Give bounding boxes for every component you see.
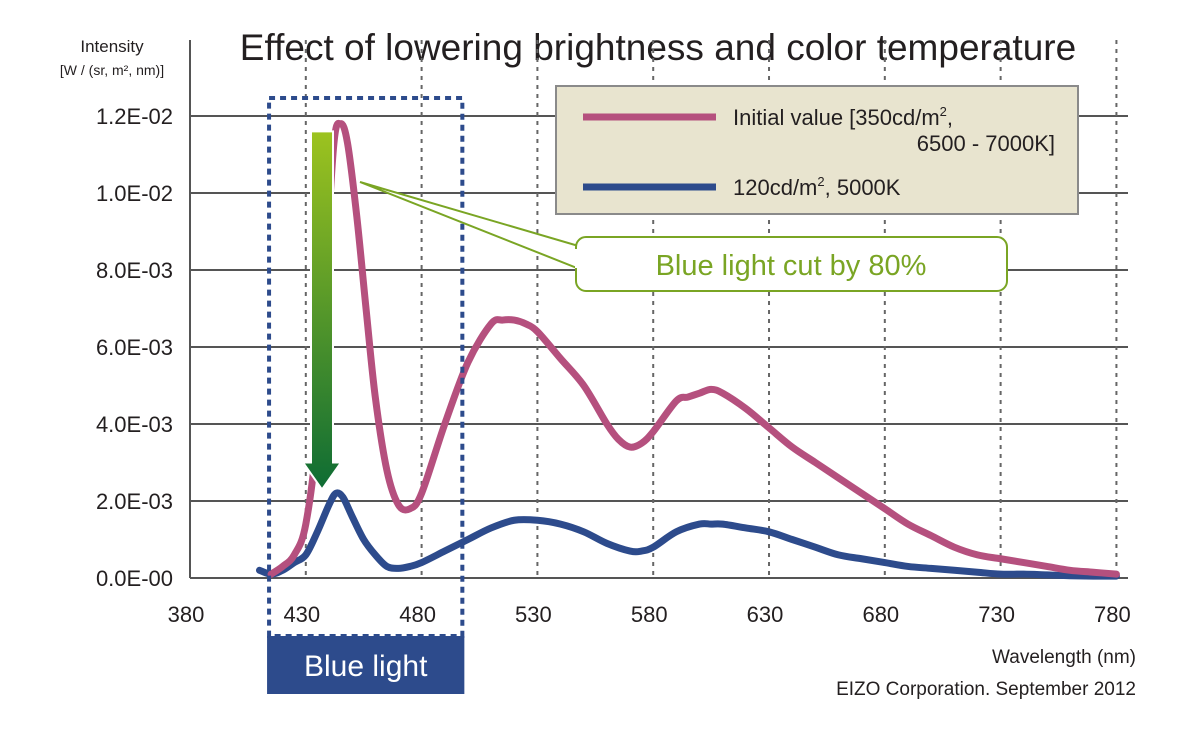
y-tick-label: 2.0E-03 (96, 489, 173, 514)
callout-pointer (359, 181, 583, 272)
y-tick-label: 4.0E-03 (96, 412, 173, 437)
x-tick-label: 730 (978, 602, 1015, 627)
legend-label-initial-line2: 6500 - 7000K] (917, 131, 1055, 156)
x-tick-label: 680 (862, 602, 899, 627)
blue-light-label: Blue light (304, 650, 428, 683)
y-tick-label: 6.0E-03 (96, 335, 173, 360)
x-tick-label: 580 (631, 602, 668, 627)
reduction-arrow (301, 130, 343, 492)
x-tick-label: 630 (747, 602, 784, 627)
x-tick-label: 480 (399, 602, 436, 627)
legend-label-initial-line1: Initial value [350cd/m2, (733, 104, 953, 130)
x-axis-label: Wavelength (nm) (992, 647, 1136, 668)
tick-labels: 0.0E-00 2.0E-03 4.0E-03 6.0E-03 8.0E-03 1.0E-… (96, 104, 1131, 627)
series-line-reduced (255, 489, 1120, 580)
x-tick-label: 380 (168, 602, 205, 627)
y-tick-label: 1.2E-02 (96, 104, 173, 129)
legend-box (555, 85, 1079, 215)
legend-label-reduced: 120cd/m2, 5000K (733, 174, 901, 200)
y-tick-label: 8.0E-03 (96, 258, 173, 283)
y-tick-label: 1.0E-02 (96, 181, 173, 206)
x-tick-label: 530 (515, 602, 552, 627)
chart-title: Effect of lowering brightness and color … (240, 27, 1076, 68)
legend: Initial value [350cd/m2, 6500 - 7000K] 1… (555, 85, 1079, 215)
series-lines (255, 119, 1120, 580)
blue-light-label-box (267, 636, 465, 694)
callout-text: Blue light cut by 80% (656, 250, 927, 282)
x-tick-label: 780 (1094, 602, 1131, 627)
y-axis-label-line2: [W / (sr, m², nm)] (60, 62, 164, 78)
callout: Blue light cut by 80% (359, 181, 1008, 292)
series-line-initial (267, 119, 1120, 578)
x-tick-label: 430 (283, 602, 320, 627)
y-tick-label: 0.0E-00 (96, 566, 173, 591)
credit-text: EIZO Corporation. September 2012 (836, 679, 1136, 700)
callout-seam-cover (575, 249, 584, 268)
y-axis-label-line1: Intensity (80, 37, 144, 56)
